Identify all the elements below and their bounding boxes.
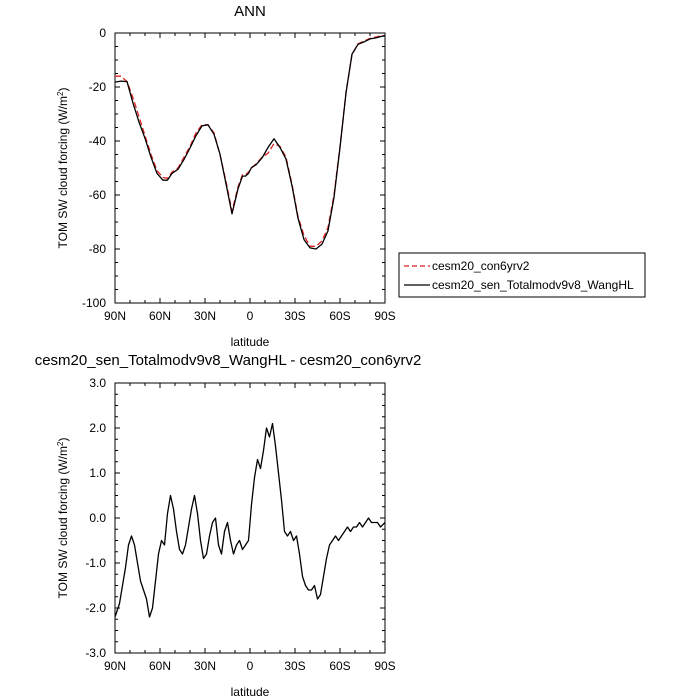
x-tick-label: 30S [284, 309, 305, 323]
x-tick-label: 90S [374, 309, 395, 323]
x-tick-label: 90S [374, 659, 395, 673]
bottom-panel: cesm20_sen_Totalmodv9v8_WangHL - cesm20_… [35, 352, 422, 699]
y-tick-label: -100 [82, 296, 106, 310]
y-tick-label: -80 [89, 242, 107, 256]
x-tick-label: 60N [149, 309, 171, 323]
bottom-y-ticks: 3.0 2.0 1.0 0.0 -1.0 -2.0 -3.0 [85, 376, 385, 660]
legend-entry-sensitivity: cesm20_sen_Totalmodv9v8_WangHL [432, 278, 634, 292]
y-tick-label: 1.0 [89, 466, 106, 480]
bottom-chart-title: cesm20_sen_Totalmodv9v8_WangHL - cesm20_… [35, 352, 422, 369]
top-chart-title: ANN [234, 3, 266, 20]
x-tick-label: 90N [104, 659, 126, 673]
top-y-ticks: 0 -20 -40 -60 -80 -100 [82, 26, 385, 310]
x-tick-label: 30S [284, 659, 305, 673]
x-tick-label: 90N [104, 309, 126, 323]
legend-box [398, 252, 646, 298]
y-tick-label: -60 [89, 188, 107, 202]
top-series-lines [114, 35, 386, 250]
top-x-axis-label: latitude [231, 335, 270, 349]
series-line-cesm20_sen_Totalmodv9v8_WangHL [114, 35, 386, 250]
x-tick-label: 60N [149, 659, 171, 673]
y-tick-label: 0 [99, 26, 106, 40]
x-tick-label: 30N [194, 659, 216, 673]
top-x-ticks: 90N 60N 30N 0 30S 60S 90S [104, 33, 396, 323]
x-tick-label: 0 [247, 309, 254, 323]
bottom-x-ticks: 90N 60N 30N 0 30S 60S 90S [104, 383, 396, 673]
bottom-series-lines [114, 422, 386, 618]
y-tick-label: 0.0 [89, 511, 106, 525]
legend-entry-control: cesm20_con6yrv2 [432, 259, 530, 273]
y-tick-label: 3.0 [89, 376, 106, 390]
y-tick-label: -40 [89, 134, 107, 148]
x-tick-label: 0 [247, 659, 254, 673]
y-tick-label: -2.0 [85, 601, 106, 615]
bottom-y-axis-label: TOM SW cloud forcing (W/m2) [56, 438, 70, 599]
bottom-x-axis-label: latitude [231, 685, 270, 699]
top-y-axis-label: TOM SW cloud forcing (W/m2) [56, 88, 70, 249]
y-tick-label: -3.0 [85, 646, 106, 660]
x-tick-label: 60S [329, 309, 350, 323]
legend: cesm20_con6yrv2 cesm20_sen_Totalmodv9v8_… [398, 252, 646, 298]
x-tick-label: 60S [329, 659, 350, 673]
x-tick-label: 30N [194, 309, 216, 323]
top-panel: ANN 90N 60N 30N 0 30S 60S 90S 0 -20 -40 -60 -80 -10… [56, 3, 396, 349]
y-tick-label: -20 [89, 80, 107, 94]
series-line-cesm20_con6yrv2 [115, 35, 385, 247]
y-tick-label: 2.0 [89, 421, 106, 435]
difference-series-line [114, 422, 386, 618]
y-tick-label: -1.0 [85, 556, 106, 570]
